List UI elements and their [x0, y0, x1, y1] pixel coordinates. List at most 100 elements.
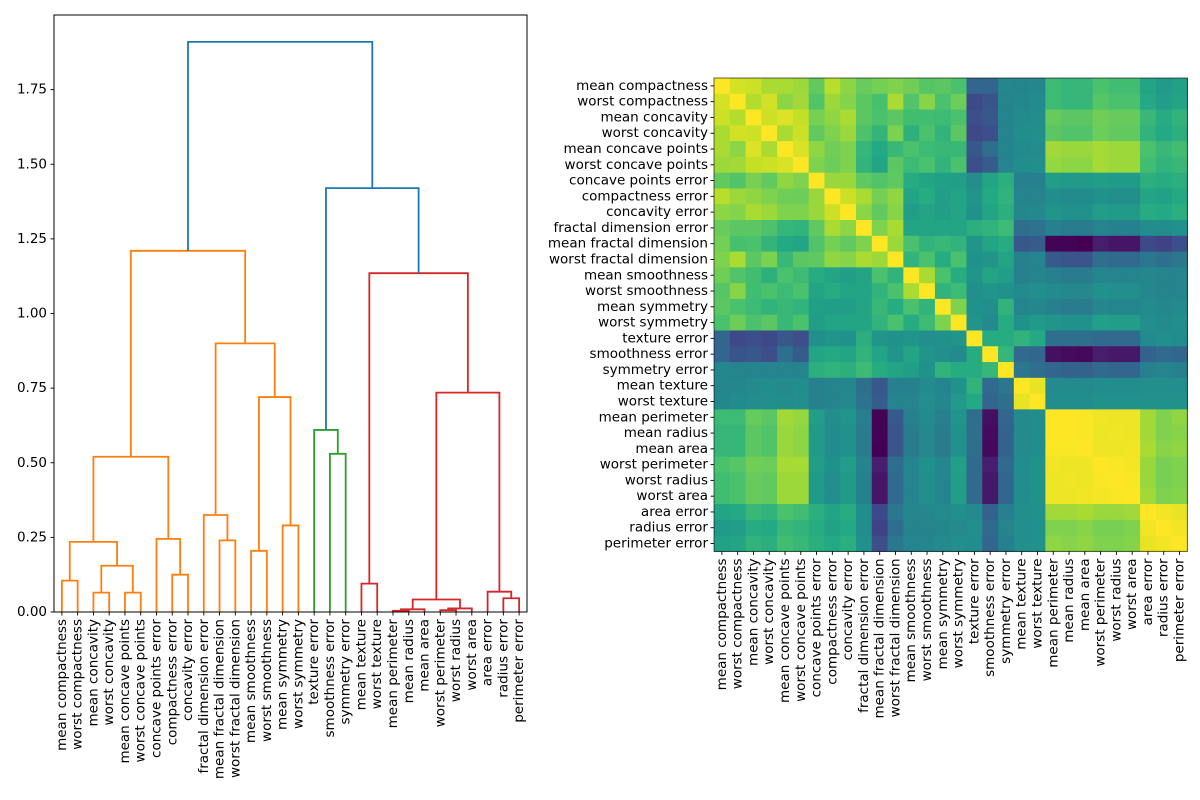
- heatmap-cell: [1124, 220, 1141, 237]
- heatmap-cell: [714, 78, 731, 95]
- heatmap-cell: [934, 188, 952, 205]
- heatmap-cell: [1092, 393, 1109, 410]
- heatmap-cell: [745, 346, 762, 363]
- heatmap-col-label: mean fractal dimension: [872, 558, 888, 718]
- heatmap-cell: [1061, 220, 1078, 237]
- heatmap-cell: [1013, 125, 1031, 142]
- heatmap-cell: [808, 472, 825, 489]
- heatmap-cell: [1061, 488, 1078, 505]
- heatmap-cell: [745, 488, 762, 505]
- heatmap-cell: [998, 188, 1015, 205]
- heatmap-cell: [919, 220, 936, 237]
- heatmap-cell: [998, 156, 1015, 174]
- heatmap-cell: [856, 409, 873, 426]
- heatmap-col-label: concave points error: [809, 558, 825, 697]
- heatmap-cell: [934, 267, 952, 284]
- heatmap-cell: [982, 298, 999, 316]
- heatmap-cell: [840, 535, 857, 552]
- heatmap-cell: [998, 125, 1015, 142]
- heatmap-cell: [934, 251, 952, 268]
- heatmap-cell: [761, 235, 778, 253]
- heatmap-cell: [1155, 362, 1173, 379]
- heatmap-cell: [714, 298, 731, 316]
- heatmap-cell: [1092, 283, 1109, 300]
- heatmap-cell: [1076, 172, 1094, 189]
- heatmap-cell: [808, 156, 825, 174]
- heatmap-cell: [1061, 251, 1078, 268]
- heatmap-cell: [1029, 251, 1046, 268]
- heatmap-cell: [714, 235, 731, 253]
- heatmap-cell: [1029, 314, 1046, 331]
- heatmap-cell: [1140, 235, 1157, 253]
- heatmap-cell: [824, 283, 841, 300]
- heatmap-cell: [1076, 78, 1094, 95]
- heatmap-cell: [824, 93, 841, 111]
- heatmap-cell: [982, 456, 999, 473]
- heatmap-cell: [871, 267, 889, 284]
- heatmap-cell: [1124, 456, 1141, 473]
- heatmap-cell: [1124, 251, 1141, 268]
- heatmap-cell: [1108, 141, 1125, 158]
- heatmap-cell: [887, 141, 904, 158]
- heatmap-cell: [887, 188, 904, 205]
- heatmap-cell: [887, 220, 904, 237]
- heatmap-cell: [966, 314, 983, 331]
- heatmap-cell: [1076, 330, 1094, 347]
- heatmap-cell: [1045, 298, 1062, 316]
- heatmap-cell: [856, 393, 873, 410]
- heatmap-cell: [714, 314, 731, 331]
- heatmap-cell: [745, 141, 762, 158]
- heatmap-cell: [1171, 393, 1188, 410]
- heatmap-cell: [808, 109, 825, 126]
- dendrogram-y-tick-label: 0.50: [17, 455, 47, 471]
- heatmap-cell: [777, 172, 794, 189]
- heatmap-cell: [1045, 535, 1062, 552]
- heatmap-cell: [919, 425, 936, 442]
- heatmap-cell: [1013, 283, 1031, 300]
- heatmap-cell: [714, 141, 731, 158]
- heatmap-cell: [903, 504, 920, 521]
- heatmap-cell: [919, 267, 936, 284]
- heatmap-cell: [714, 409, 731, 426]
- heatmap-cell: [1124, 109, 1141, 126]
- heatmap-cell: [1124, 93, 1141, 111]
- heatmap-col-label: mean texture: [1014, 558, 1030, 649]
- heatmap-cell: [919, 172, 936, 189]
- heatmap-cell: [792, 204, 810, 221]
- heatmap-cell: [777, 204, 794, 221]
- heatmap-cell: [840, 93, 857, 111]
- heatmap-cell: [761, 93, 778, 111]
- heatmap-cell: [1108, 377, 1125, 395]
- heatmap-cell: [1108, 125, 1125, 142]
- heatmap-cell: [1140, 472, 1157, 489]
- heatmap-cell: [1045, 283, 1062, 300]
- heatmap-cell: [1076, 440, 1094, 458]
- heatmap-cell: [1013, 156, 1031, 174]
- heatmap-cell: [777, 362, 794, 379]
- heatmap-cell: [1171, 488, 1188, 505]
- heatmap-cell: [856, 109, 873, 126]
- heatmap-cell: [1013, 330, 1031, 347]
- heatmap-cell: [745, 409, 762, 426]
- heatmap-cell: [919, 440, 936, 458]
- heatmap-cell: [982, 440, 999, 458]
- heatmap-cell: [950, 156, 967, 174]
- heatmap-cell: [887, 362, 904, 379]
- heatmap-cell: [840, 409, 857, 426]
- heatmap-cell: [777, 425, 794, 442]
- heatmap-cell: [871, 456, 889, 473]
- heatmap-cell: [761, 283, 778, 300]
- heatmap-row-label: worst fractal dimension: [549, 251, 708, 267]
- heatmap-cell: [792, 314, 810, 331]
- heatmap-cell: [1061, 141, 1078, 158]
- heatmap-cell: [887, 93, 904, 111]
- heatmap-cell: [1045, 409, 1062, 426]
- heatmap-cell: [982, 393, 999, 410]
- heatmap-cell: [761, 141, 778, 158]
- heatmap-cell: [1013, 504, 1031, 521]
- heatmap-cell: [1140, 283, 1157, 300]
- heatmap-cell: [903, 488, 920, 505]
- heatmap-cell: [903, 125, 920, 142]
- heatmap-cell: [808, 78, 825, 95]
- heatmap-cell: [761, 377, 778, 395]
